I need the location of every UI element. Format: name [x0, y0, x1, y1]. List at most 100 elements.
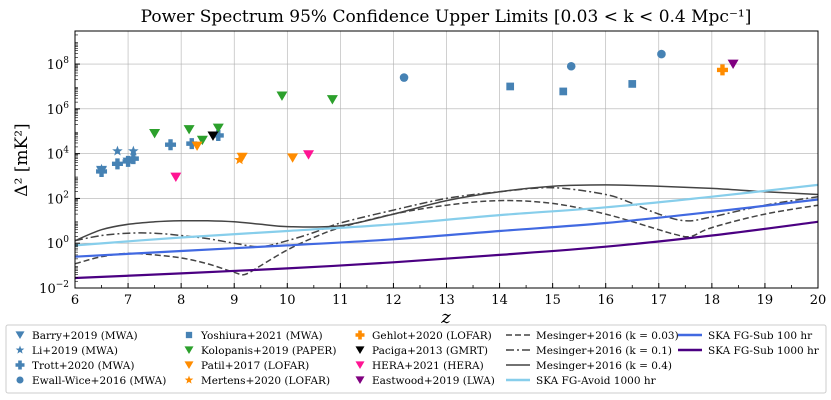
data-point — [399, 73, 409, 82]
legend-label: Mesinger+2016 (k = 0.03) — [536, 330, 679, 342]
legend-label: SKA FG-Sub 1000 hr — [708, 345, 820, 357]
legend-label: Ewall-Wice+2016 (MWA) — [32, 375, 166, 387]
x-tick-label: 15 — [544, 293, 561, 308]
legend-label: Gehlot+2020 (LOFAR) — [372, 330, 492, 342]
x-tick-label: 10 — [279, 293, 296, 308]
legend-label: Yoshiura+2021 (MWA) — [200, 330, 323, 342]
y-tick-label: 108 — [47, 56, 70, 73]
data-point — [566, 61, 576, 71]
data-point — [234, 154, 245, 165]
legend-item: Barry+2019 (MWA) — [15, 330, 138, 342]
model-lines — [75, 183, 818, 280]
x-tick-label: 19 — [757, 293, 774, 308]
data-point — [111, 158, 123, 170]
data-point — [716, 64, 728, 76]
y-tick-label: 100 — [47, 235, 70, 252]
legend-item: Mesinger+2016 (k = 0.1) — [506, 345, 672, 357]
data-point — [276, 91, 288, 101]
x-tick-label: 9 — [230, 293, 238, 308]
legend-item: Ewall-Wice+2016 (MWA) — [16, 375, 166, 387]
legend-item: Kolopanis+2019 (PAPER) — [184, 345, 336, 357]
data-point — [287, 153, 299, 163]
legend-label: Patil+2017 (LOFAR) — [201, 360, 309, 372]
legend-item: Eastwood+2019 (LWA) — [355, 375, 495, 387]
data-point — [183, 125, 195, 135]
series-line — [75, 186, 818, 248]
data-point — [96, 165, 108, 177]
x-tick-label: 13 — [438, 293, 455, 308]
legend-swatch — [355, 330, 365, 340]
legend-item: Patil+2017 (LOFAR) — [184, 360, 309, 372]
legend-label: Kolopanis+2019 (PAPER) — [201, 345, 336, 357]
data-point — [128, 145, 139, 156]
x-tick-label: 17 — [651, 293, 668, 308]
legend-swatch — [15, 360, 25, 370]
data-point — [165, 139, 177, 151]
y-tick-label: 102 — [47, 190, 69, 207]
legend-swatch — [355, 361, 365, 370]
legend-label: Mesinger+2016 (k = 0.4) — [536, 360, 672, 372]
x-tick-label: 7 — [124, 293, 132, 308]
axis-ticks: 6 7 8 9 10 11 12 13 14 15 16 17 18 19 20 10−2 100 102 104 1… — [39, 34, 827, 308]
legend-swatch — [355, 376, 365, 385]
series-line — [75, 198, 818, 258]
legend-swatch — [184, 346, 194, 355]
legend-label: Barry+2019 (MWA) — [32, 330, 138, 342]
data-point — [207, 131, 219, 141]
grid-lines — [74, 31, 819, 288]
data-point — [127, 153, 139, 165]
data-point — [506, 82, 515, 91]
legend-label: HERA+2021 (HERA) — [372, 360, 484, 372]
legend-item: HERA+2021 (HERA) — [355, 360, 484, 372]
legend-swatch — [15, 331, 25, 340]
data-point — [149, 129, 161, 139]
x-tick-label: 12 — [385, 293, 402, 308]
legend-item: Mesinger+2016 (k = 0.4) — [506, 360, 672, 372]
legend-swatch — [355, 346, 365, 355]
legend: Barry+2019 (MWA) Li+2019 (MWA) Trott+2020 … — [5, 324, 827, 394]
y-tick-label: 10−2 — [39, 280, 69, 297]
legend-label: SKA FG-Sub 100 hr — [708, 330, 813, 342]
legend-item: Mertens+2020 (LOFAR) — [184, 375, 330, 387]
legend-label: Eastwood+2019 (LWA) — [372, 375, 495, 387]
legend-item: Paciga+2013 (GMRT) — [355, 345, 488, 357]
data-point — [657, 49, 666, 59]
legend-item: Mesinger+2016 (k = 0.03) — [506, 330, 679, 342]
data-point — [191, 141, 203, 151]
legend-swatch — [15, 345, 25, 354]
data-point — [303, 150, 315, 160]
data-point — [112, 145, 123, 156]
series-line — [75, 183, 818, 247]
legend-item: Gehlot+2020 (LOFAR) — [355, 330, 492, 342]
legend-label: Trott+2020 (MWA) — [32, 360, 134, 372]
series-line — [75, 184, 818, 242]
legend-item: Yoshiura+2021 (MWA) — [185, 330, 323, 342]
x-tick-label: 18 — [704, 293, 721, 308]
data-point — [196, 135, 208, 146]
y-axis-label: Δ² [mK²] — [12, 123, 32, 196]
data-point — [212, 129, 224, 141]
data-point — [628, 80, 637, 88]
data-points — [96, 49, 739, 183]
x-tick-label: 6 — [71, 293, 79, 308]
legend-swatch — [185, 331, 193, 339]
x-tick-label: 16 — [597, 293, 614, 308]
legend-swatch — [16, 376, 24, 384]
data-point — [186, 138, 198, 150]
x-tick-label: 20 — [810, 293, 827, 308]
data-point — [559, 87, 568, 96]
legend-item: SKA FG-Sub 1000 hr — [678, 345, 820, 357]
legend-item: Li+2019 (MWA) — [15, 345, 118, 357]
legend-swatch — [184, 361, 194, 370]
chart-title: Power Spectrum 95% Confidence Upper Limi… — [141, 7, 752, 27]
legend-label: Mertens+2020 (LOFAR) — [201, 375, 330, 387]
legend-label: Paciga+2013 (GMRT) — [372, 345, 488, 357]
y-tick-label: 104 — [47, 146, 70, 163]
legend-label: Mesinger+2016 (k = 0.1) — [536, 345, 672, 357]
x-tick-label: 8 — [177, 293, 185, 308]
legend-box — [5, 324, 827, 394]
legend-item: Trott+2020 (MWA) — [15, 360, 134, 372]
x-tick-label: 11 — [332, 293, 349, 308]
data-point — [727, 59, 739, 70]
